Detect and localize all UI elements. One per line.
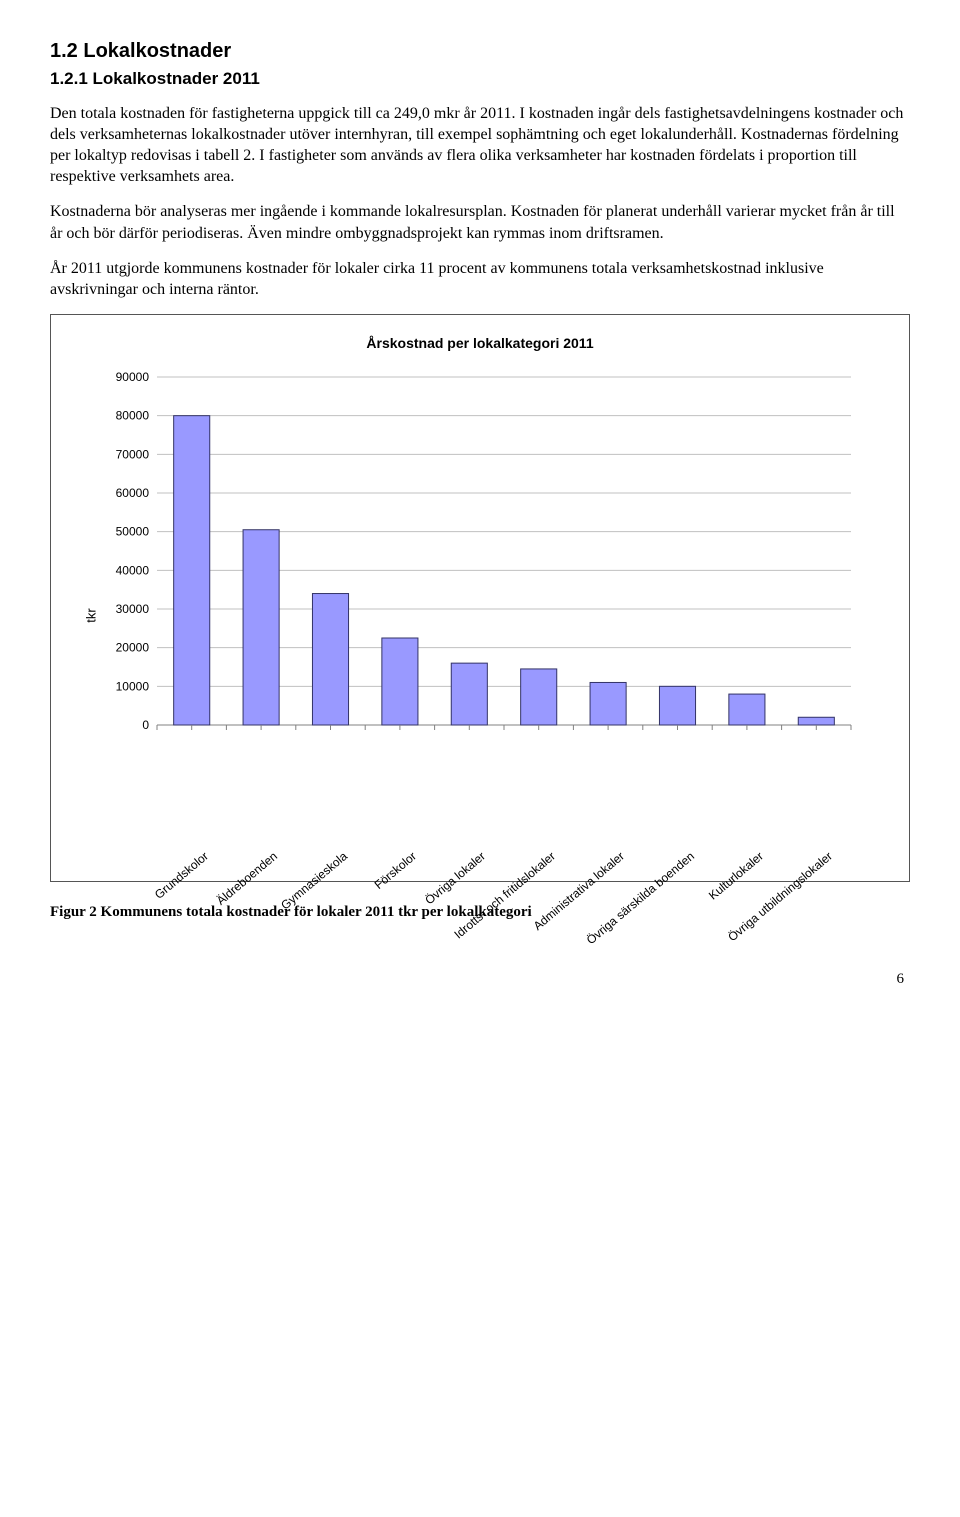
bar bbox=[521, 669, 557, 725]
section-title: 1.2 Lokalkostnader bbox=[50, 40, 910, 63]
svg-text:90000: 90000 bbox=[116, 371, 150, 384]
chart-plot-wrap: 0 10000 20000 30000 40000 50000 60000 70000 8000… bbox=[101, 371, 879, 861]
body-paragraph-1: Den totala kostnaden för fastigheterna u… bbox=[50, 103, 910, 187]
bar bbox=[382, 638, 418, 725]
y-axis-label: tkr bbox=[81, 371, 101, 861]
chart-container: Årskostnad per lokalkategori 2011 tkr 0 1… bbox=[50, 314, 910, 882]
bar bbox=[659, 686, 695, 725]
svg-text:40000: 40000 bbox=[116, 563, 150, 577]
svg-text:70000: 70000 bbox=[116, 447, 150, 461]
subsection-title: 1.2.1 Lokalkostnader 2011 bbox=[50, 69, 910, 89]
bar-chart: 0 10000 20000 30000 40000 50000 60000 70000 8000… bbox=[101, 371, 861, 731]
bar bbox=[451, 663, 487, 725]
svg-text:10000: 10000 bbox=[116, 679, 150, 693]
x-axis-labels: GrundskolorÄldreboendenGymnasieskolaFörs… bbox=[101, 731, 861, 861]
bar bbox=[312, 593, 348, 724]
page-number: 6 bbox=[50, 971, 910, 988]
bar bbox=[174, 416, 210, 725]
bar bbox=[729, 694, 765, 725]
bar bbox=[590, 682, 626, 725]
svg-text:80000: 80000 bbox=[116, 409, 150, 423]
svg-text:50000: 50000 bbox=[116, 525, 150, 539]
y-axis-label-text: tkr bbox=[83, 609, 98, 623]
body-paragraph-2: Kostnaderna bör analyseras mer ingående … bbox=[50, 201, 910, 243]
body-paragraph-3: År 2011 utgjorde kommunens kostnader för… bbox=[50, 258, 910, 300]
svg-text:0: 0 bbox=[142, 718, 149, 731]
bar bbox=[798, 717, 834, 725]
chart-title: Årskostnad per lokalkategori 2011 bbox=[81, 335, 879, 351]
bar bbox=[243, 530, 279, 725]
svg-text:20000: 20000 bbox=[116, 641, 150, 655]
svg-text:60000: 60000 bbox=[116, 486, 150, 500]
svg-text:30000: 30000 bbox=[116, 602, 150, 616]
